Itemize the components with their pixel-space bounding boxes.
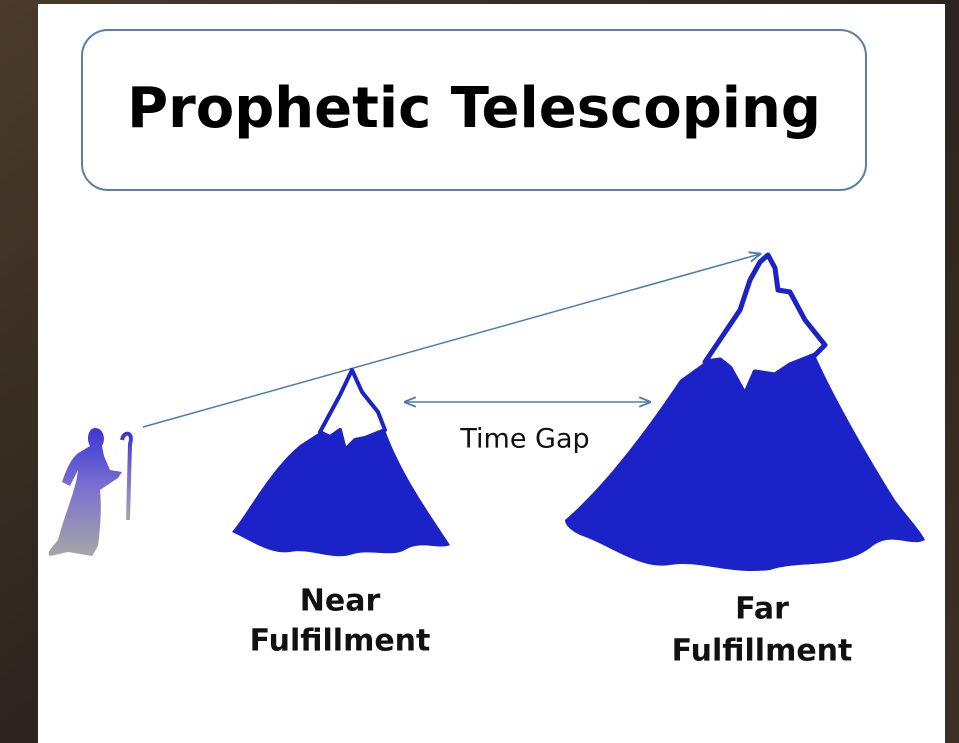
title: Prophetic Telescoping (127, 76, 821, 141)
near-label: Near (300, 584, 381, 619)
far-label: Fulfillment (672, 634, 853, 669)
time-gap-label: Time Gap (459, 424, 589, 455)
far-label: Far (735, 592, 789, 627)
near-label: Fulfillment (250, 624, 431, 659)
slide: Prophetic Telescoping Time Gap Near Fulf… (0, 0, 959, 743)
